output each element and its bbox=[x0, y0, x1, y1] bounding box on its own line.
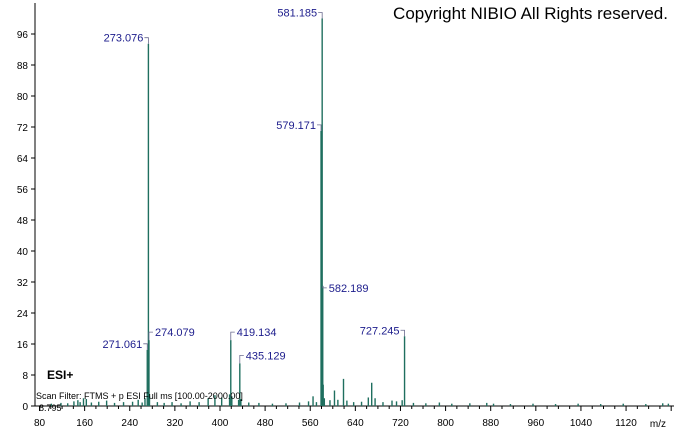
y-tick-label: 64 bbox=[17, 154, 29, 165]
x-tick-label: 160 bbox=[76, 418, 93, 429]
x-tick-label: 960 bbox=[527, 418, 544, 429]
x-tick-label: 80 bbox=[34, 418, 46, 429]
peak-label-leader bbox=[318, 12, 323, 19]
peak-label: 435.129 bbox=[246, 350, 286, 362]
scan-filter-text: Scan Filter: FTMS + p ESI Full ms [100.0… bbox=[36, 391, 243, 401]
y-tick-label: 48 bbox=[17, 216, 29, 227]
peak-label: 271.061 bbox=[103, 339, 143, 351]
x-tick-label: 1120 bbox=[615, 418, 637, 429]
peak-label: 727.245 bbox=[360, 325, 400, 337]
x-tick-label: 1040 bbox=[570, 418, 593, 429]
x-tick-label: 480 bbox=[257, 418, 274, 429]
y-tick-label: 32 bbox=[17, 278, 29, 289]
peak-bars bbox=[50, 18, 670, 406]
y-tick-label: 96 bbox=[17, 30, 29, 41]
y-tick-label: 88 bbox=[17, 61, 29, 72]
peak-label-leader bbox=[148, 331, 153, 341]
peak-labels: 273.076 271.061 274.079 419.134 435.129 581.1… bbox=[103, 8, 405, 364]
y-tick-label: 80 bbox=[17, 92, 29, 103]
x-tick-label: 400 bbox=[212, 418, 229, 429]
x-tick-label: 240 bbox=[121, 418, 138, 429]
peak-label: 579.171 bbox=[276, 120, 316, 132]
x-tick-label: 720 bbox=[392, 418, 409, 429]
peak-label-leader bbox=[400, 329, 405, 337]
y-tick-label: 24 bbox=[17, 309, 29, 320]
x-tick-label: 880 bbox=[482, 418, 499, 429]
y-tick-label: 8 bbox=[22, 371, 28, 382]
ion-mode-label: ESI+ bbox=[47, 368, 74, 382]
peak-label: 582.189 bbox=[329, 283, 369, 295]
peak-label-leader bbox=[317, 124, 322, 131]
x-tick-label: 640 bbox=[347, 418, 364, 429]
peak-label: 419.134 bbox=[237, 327, 277, 339]
peak-label-leader bbox=[239, 354, 244, 364]
retention-time: 8.795 bbox=[39, 403, 62, 413]
y-tick-label: 0 bbox=[22, 402, 28, 413]
peak-label-leader bbox=[144, 37, 149, 44]
copyright-notice: Copyright NIBIO All Rights reserved. bbox=[393, 4, 668, 23]
peak-label-leader bbox=[143, 343, 148, 350]
x-tick-label: 560 bbox=[302, 418, 319, 429]
peak-label: 274.079 bbox=[155, 327, 195, 339]
peak-label-leader bbox=[230, 331, 235, 341]
peak-label: 273.076 bbox=[104, 33, 144, 45]
y-tick-label: 40 bbox=[17, 247, 29, 258]
x-tick-label: 800 bbox=[437, 418, 454, 429]
axes: 0 8 16 24 32 40 48 56 64 72 80 88 96 80 160 240 320 400 48… bbox=[17, 3, 674, 430]
y-tick-label: 56 bbox=[17, 185, 29, 196]
x-axis-label: m/z bbox=[650, 419, 666, 430]
y-tick-label: 72 bbox=[17, 123, 29, 134]
y-tick-label: 16 bbox=[17, 340, 29, 351]
peak-label-leader bbox=[322, 285, 327, 289]
x-tick-label: 320 bbox=[167, 418, 184, 429]
peak-label: 581.185 bbox=[277, 8, 317, 20]
